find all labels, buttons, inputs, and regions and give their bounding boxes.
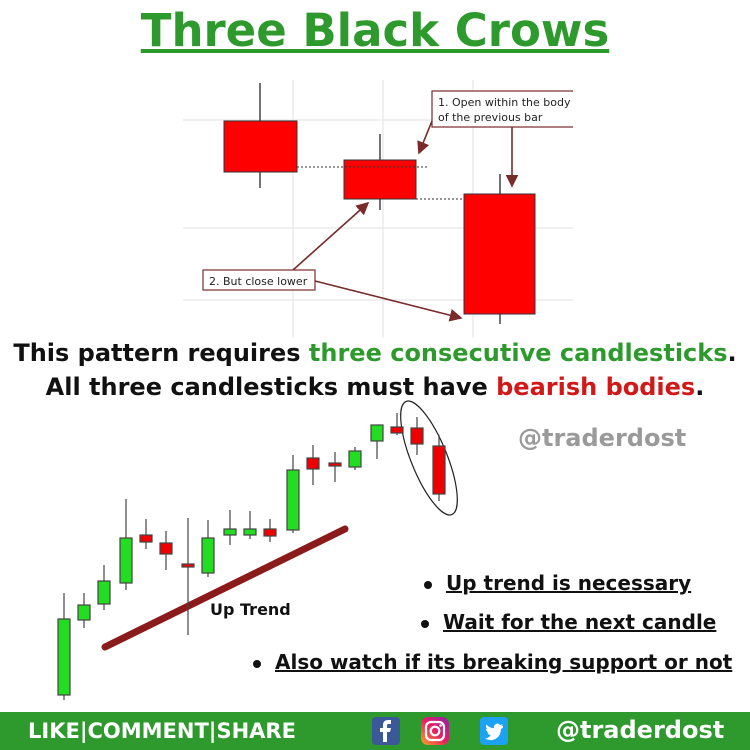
bullet-dot (421, 619, 429, 628)
annotation-1-box (431, 90, 573, 128)
bullet-dot (424, 580, 432, 589)
annotation-2-box (202, 269, 316, 291)
trend-line (101, 525, 349, 651)
annotation-arrows (292, 120, 519, 322)
bullet-item: Wait for the next candle (421, 610, 716, 634)
bullet-dot (253, 659, 261, 668)
candle-2-body (343, 159, 417, 200)
candle-3-body (463, 193, 536, 315)
footer-actions[interactable]: LIKE|COMMENT|SHARE (28, 719, 296, 743)
candle-down (159, 542, 173, 555)
crow-candle-2 (410, 427, 424, 445)
crow-candle-1 (390, 426, 404, 434)
candle-down (263, 528, 277, 537)
candles (57, 413, 446, 700)
trend-label: Up Trend (210, 600, 291, 619)
footer-handle[interactable]: @traderdost (556, 716, 725, 744)
candle-up (97, 580, 111, 605)
headline-highlight-green: three consecutive candlesticks (308, 339, 728, 367)
three-crows-diagram: 1. Open within the body of the previous … (183, 80, 573, 338)
candle-down (328, 462, 342, 467)
candle-up (370, 424, 384, 442)
candle-up (77, 604, 91, 621)
headline-line-1: This pattern requires three consecutive … (13, 339, 737, 367)
crow-candle-3 (432, 445, 446, 495)
candle-up (223, 528, 237, 536)
candle-down (306, 457, 320, 470)
candle-up (348, 450, 362, 468)
annotation-1-line2: of the previous bar (438, 111, 543, 124)
annotation-1-line1: 1. Open within the body (438, 96, 571, 109)
page-title: Three Black Crows (140, 4, 610, 57)
candle-down (139, 534, 153, 543)
headline-highlight-red: bearish bodies (496, 373, 696, 401)
headline-line-2: All three candlesticks must have bearish… (45, 373, 705, 401)
candle-up (243, 528, 257, 536)
bullet-item: Also watch if its breaking support or no… (253, 650, 732, 674)
footer-bar: LIKE|COMMENT|SHARE @traderdost (0, 712, 750, 750)
candle-up (57, 618, 71, 696)
candle-up (119, 537, 133, 584)
candle-up (201, 537, 215, 574)
bullet-item: Up trend is necessary (424, 571, 691, 595)
candle-1-body (223, 120, 298, 173)
candle-down (181, 563, 195, 568)
instagram-icon[interactable] (421, 717, 449, 745)
pattern-highlight-ellipse (400, 400, 458, 516)
uptrend-candlestick-chart: Up Trend (57, 400, 458, 700)
facebook-icon[interactable] (372, 717, 400, 745)
twitter-icon[interactable] (480, 717, 508, 745)
candle-up (286, 469, 300, 531)
annotation-2-text: 2. But close lower (209, 275, 308, 288)
watermark-handle: @traderdost (518, 424, 687, 452)
